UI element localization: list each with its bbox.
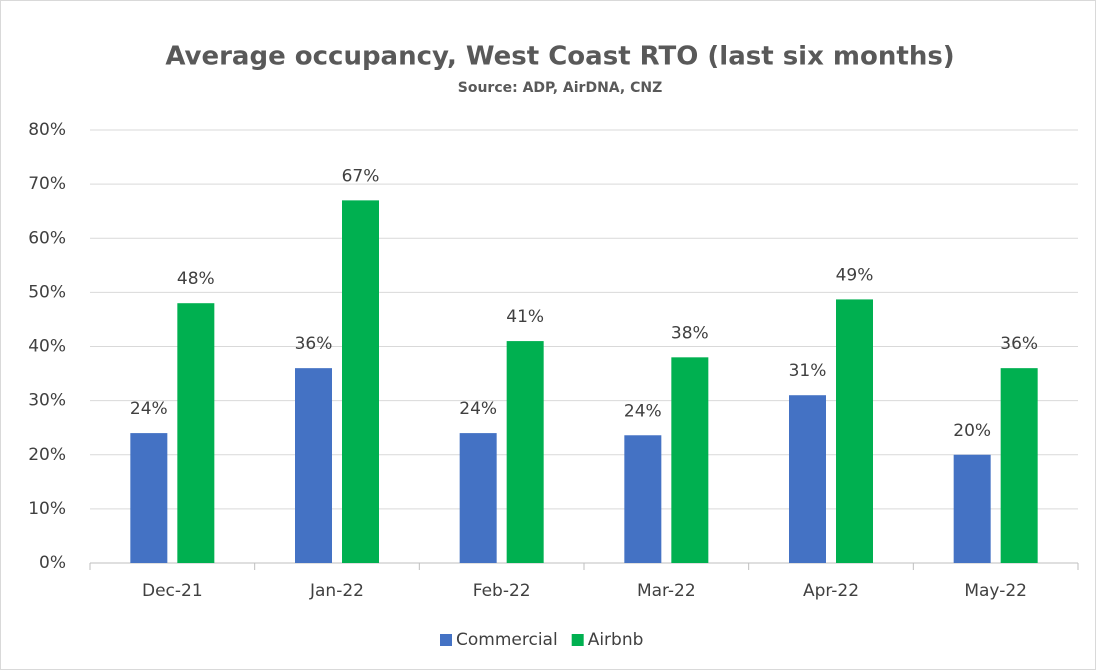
data-label: 48% xyxy=(177,269,215,289)
x-tick-label: Jan-22 xyxy=(309,581,364,601)
data-label: 38% xyxy=(671,323,709,343)
legend-label: Airbnb xyxy=(588,630,644,650)
y-tick-label: 10% xyxy=(28,499,66,519)
x-tick-label: Feb-22 xyxy=(473,581,531,601)
legend-label: Commercial xyxy=(456,630,558,650)
x-tick-label: Dec-21 xyxy=(142,581,203,601)
y-tick-label: 40% xyxy=(28,337,66,357)
y-tick-label: 70% xyxy=(28,174,66,194)
bar xyxy=(624,435,662,563)
bar xyxy=(177,303,215,563)
legend-swatch xyxy=(440,634,452,646)
bar xyxy=(459,433,497,563)
data-label: 24% xyxy=(130,399,168,419)
bar xyxy=(1000,368,1038,563)
bar xyxy=(953,454,991,563)
x-tick-label: May-22 xyxy=(964,581,1027,601)
data-label: 36% xyxy=(1000,334,1038,354)
data-label: 20% xyxy=(953,421,991,441)
bar xyxy=(295,368,332,563)
bar xyxy=(671,357,709,563)
bar xyxy=(836,299,873,563)
x-tick-label: Apr-22 xyxy=(803,581,859,601)
y-tick-label: 30% xyxy=(28,391,66,411)
data-label: 36% xyxy=(295,334,333,354)
y-tick-label: 20% xyxy=(28,445,66,465)
chart-title: Average occupancy, West Coast RTO (last … xyxy=(165,42,954,72)
data-label: 31% xyxy=(789,361,827,381)
bar xyxy=(789,395,826,563)
legend-swatch xyxy=(571,634,584,646)
x-tick-label: Mar-22 xyxy=(637,581,696,601)
y-tick-label: 50% xyxy=(28,282,66,302)
data-label: 24% xyxy=(459,399,497,419)
bar xyxy=(130,433,168,563)
chart-subtitle: Source: ADP, AirDNA, CNZ xyxy=(458,80,662,96)
data-label: 24% xyxy=(624,401,662,421)
y-tick-label: 0% xyxy=(39,553,66,573)
bar xyxy=(342,200,379,564)
y-tick-label: 60% xyxy=(28,228,66,248)
data-label: 41% xyxy=(506,307,544,327)
y-tick-label: 80% xyxy=(28,120,66,140)
data-label: 49% xyxy=(836,265,874,285)
data-label: 67% xyxy=(342,166,380,186)
bar xyxy=(506,341,544,563)
